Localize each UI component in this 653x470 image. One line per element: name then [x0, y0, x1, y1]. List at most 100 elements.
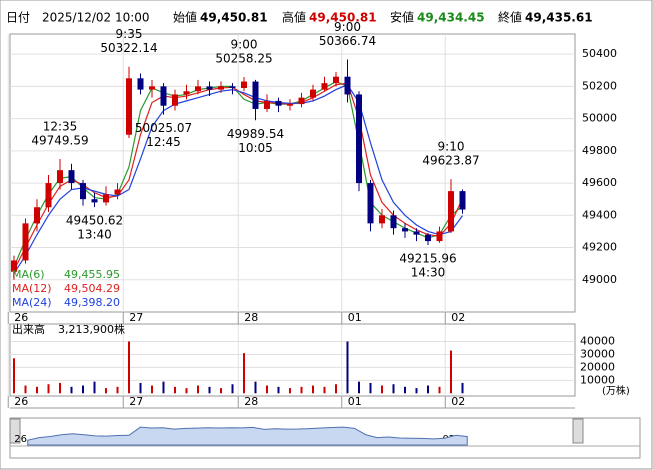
- annotation-time: 12:45: [146, 135, 181, 149]
- x-tick-label: 26: [14, 311, 28, 324]
- candle-body: [34, 207, 40, 224]
- annotation-time: 9:10: [438, 140, 465, 154]
- volume-bar: [24, 385, 27, 394]
- y-tick-label: 49800: [582, 144, 617, 157]
- candle-body: [218, 86, 224, 90]
- volume-bar: [427, 385, 429, 394]
- high: 49,450.81: [309, 11, 377, 25]
- x-tick-label: 28: [244, 311, 258, 324]
- nav-handle-right[interactable]: [572, 418, 584, 444]
- close-label: 終値: [498, 10, 522, 25]
- candle-body: [298, 97, 305, 105]
- candle-body: [436, 231, 443, 242]
- annotation-value: 49450.62: [66, 214, 123, 228]
- volume-bar: [404, 386, 406, 394]
- candle-body: [241, 81, 247, 88]
- candle-body: [183, 91, 190, 95]
- candle-body: [57, 170, 63, 184]
- volume-bar: [243, 353, 245, 394]
- volume-bar: [266, 385, 268, 394]
- nav-handle-left[interactable]: [9, 418, 21, 444]
- candle-body: [206, 86, 213, 90]
- candle-body: [137, 78, 144, 90]
- volume-bar: [197, 385, 199, 394]
- volume-bar: [105, 388, 107, 394]
- candle-body: [160, 86, 167, 106]
- volume-bar: [381, 385, 383, 394]
- volume-bar: [300, 386, 303, 394]
- date: 2025/12/02 10:00: [42, 11, 150, 25]
- candle-body: [367, 183, 374, 224]
- ma-line: [13, 84, 463, 274]
- candle-body: [45, 183, 52, 208]
- candle-body: [103, 194, 109, 203]
- annotation-value: 50258.25: [215, 51, 272, 65]
- candle-body: [448, 191, 454, 232]
- volume-bar: [116, 386, 119, 394]
- low-label: 安値: [390, 10, 414, 25]
- x-tick-label: 01: [348, 311, 362, 324]
- annotation-value: 49623.87: [422, 154, 479, 168]
- volume-bar: [220, 388, 222, 394]
- volume-bar: [312, 385, 314, 394]
- volume-bar: [277, 386, 280, 394]
- y-tick-label: 10000: [580, 373, 615, 386]
- x-tick-label: 02: [451, 395, 465, 408]
- candle-body: [126, 78, 132, 135]
- legend-value: 49,504.29: [64, 282, 120, 295]
- legend-name: MA(24): [12, 296, 52, 309]
- x-tick-label: 27: [129, 311, 143, 324]
- y-tick-label: 50000: [582, 112, 617, 125]
- high-label: 高値: [282, 10, 306, 25]
- y-tick-label: 49200: [582, 241, 617, 254]
- candle-body: [379, 215, 385, 224]
- volume-bar: [369, 382, 372, 394]
- volume-bar: [335, 384, 337, 394]
- candle-body: [91, 199, 98, 203]
- candle-body: [321, 83, 328, 90]
- volume-bar: [162, 381, 165, 394]
- y-tick-label: 49400: [582, 208, 617, 221]
- candle-body: [333, 76, 339, 84]
- date-label: 日付: [6, 11, 30, 25]
- volume-bar: [254, 381, 257, 394]
- candle-body: [22, 223, 29, 261]
- open-label: 始値: [173, 10, 197, 25]
- candle-body: [310, 89, 316, 98]
- candle-body: [390, 215, 397, 229]
- candle-body: [413, 231, 420, 235]
- y-tick-label: 50200: [582, 79, 617, 92]
- volume-bar: [392, 384, 395, 394]
- annotation-time: 9:35: [116, 27, 143, 41]
- candle-body: [356, 94, 362, 184]
- nav-area: [27, 426, 468, 446]
- y-tick-label: 49000: [582, 273, 617, 286]
- candle-body: [459, 191, 466, 210]
- candle-body: [229, 86, 236, 88]
- volume-bar: [289, 388, 291, 394]
- volume-bar: [93, 381, 96, 394]
- annotation-time: 9:00: [231, 37, 258, 51]
- volume-total: 3,213,900株: [58, 322, 125, 336]
- annotation-time: 9:00: [334, 20, 361, 34]
- volume-bar: [358, 381, 360, 394]
- annotation-value: 49215.96: [399, 251, 456, 265]
- candle-body: [287, 104, 293, 106]
- x-tick-label: 02: [451, 311, 465, 324]
- x-tick-label: 01: [348, 395, 362, 408]
- annotation-time: 10:05: [238, 141, 273, 155]
- volume-bar: [323, 386, 326, 394]
- x-tick-label: 26: [14, 395, 28, 408]
- volume-bar: [47, 384, 50, 394]
- legend-value: 49,455.95: [64, 268, 120, 281]
- y-tick-label: 50400: [582, 47, 617, 60]
- candle-body: [402, 228, 408, 232]
- volume-bar: [82, 385, 84, 394]
- candle-body: [344, 76, 351, 95]
- candle-body: [425, 234, 431, 242]
- volume-bar: [438, 386, 441, 394]
- volume-bar: [174, 386, 176, 394]
- y-tick-label: 40000: [580, 334, 615, 347]
- header: 日付 2025/12/02 10:00 始値 49,450.81 高値 49,4…: [6, 10, 593, 25]
